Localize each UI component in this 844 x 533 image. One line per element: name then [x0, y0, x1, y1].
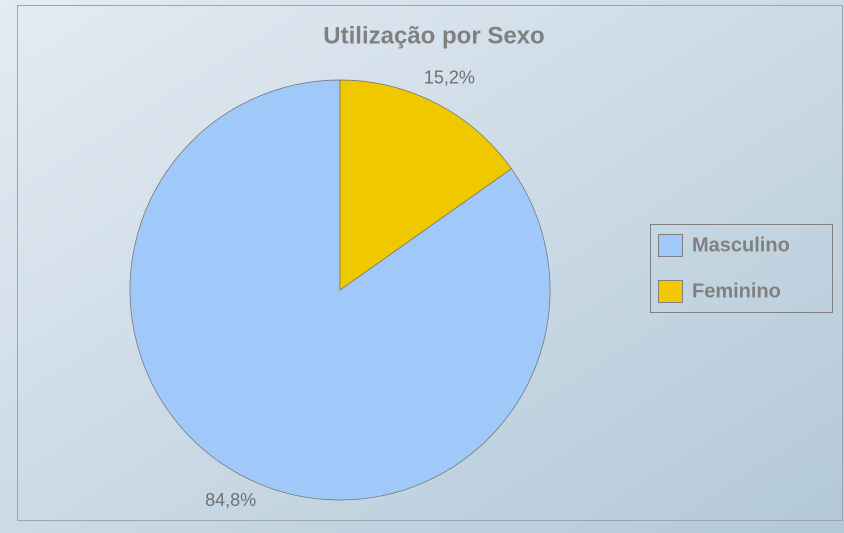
legend-swatch	[658, 280, 683, 303]
legend-label: Masculino	[692, 234, 790, 256]
legend-swatch	[658, 234, 683, 257]
chart-title: Utilização por Sexo	[323, 22, 544, 49]
chart-frame	[17, 5, 843, 521]
pie-slice	[339, 79, 512, 291]
legend-label: Feminino	[692, 280, 781, 302]
data-label: 84,8%	[205, 490, 256, 510]
legend-box	[650, 224, 833, 313]
data-label: 15,2%	[424, 67, 475, 87]
